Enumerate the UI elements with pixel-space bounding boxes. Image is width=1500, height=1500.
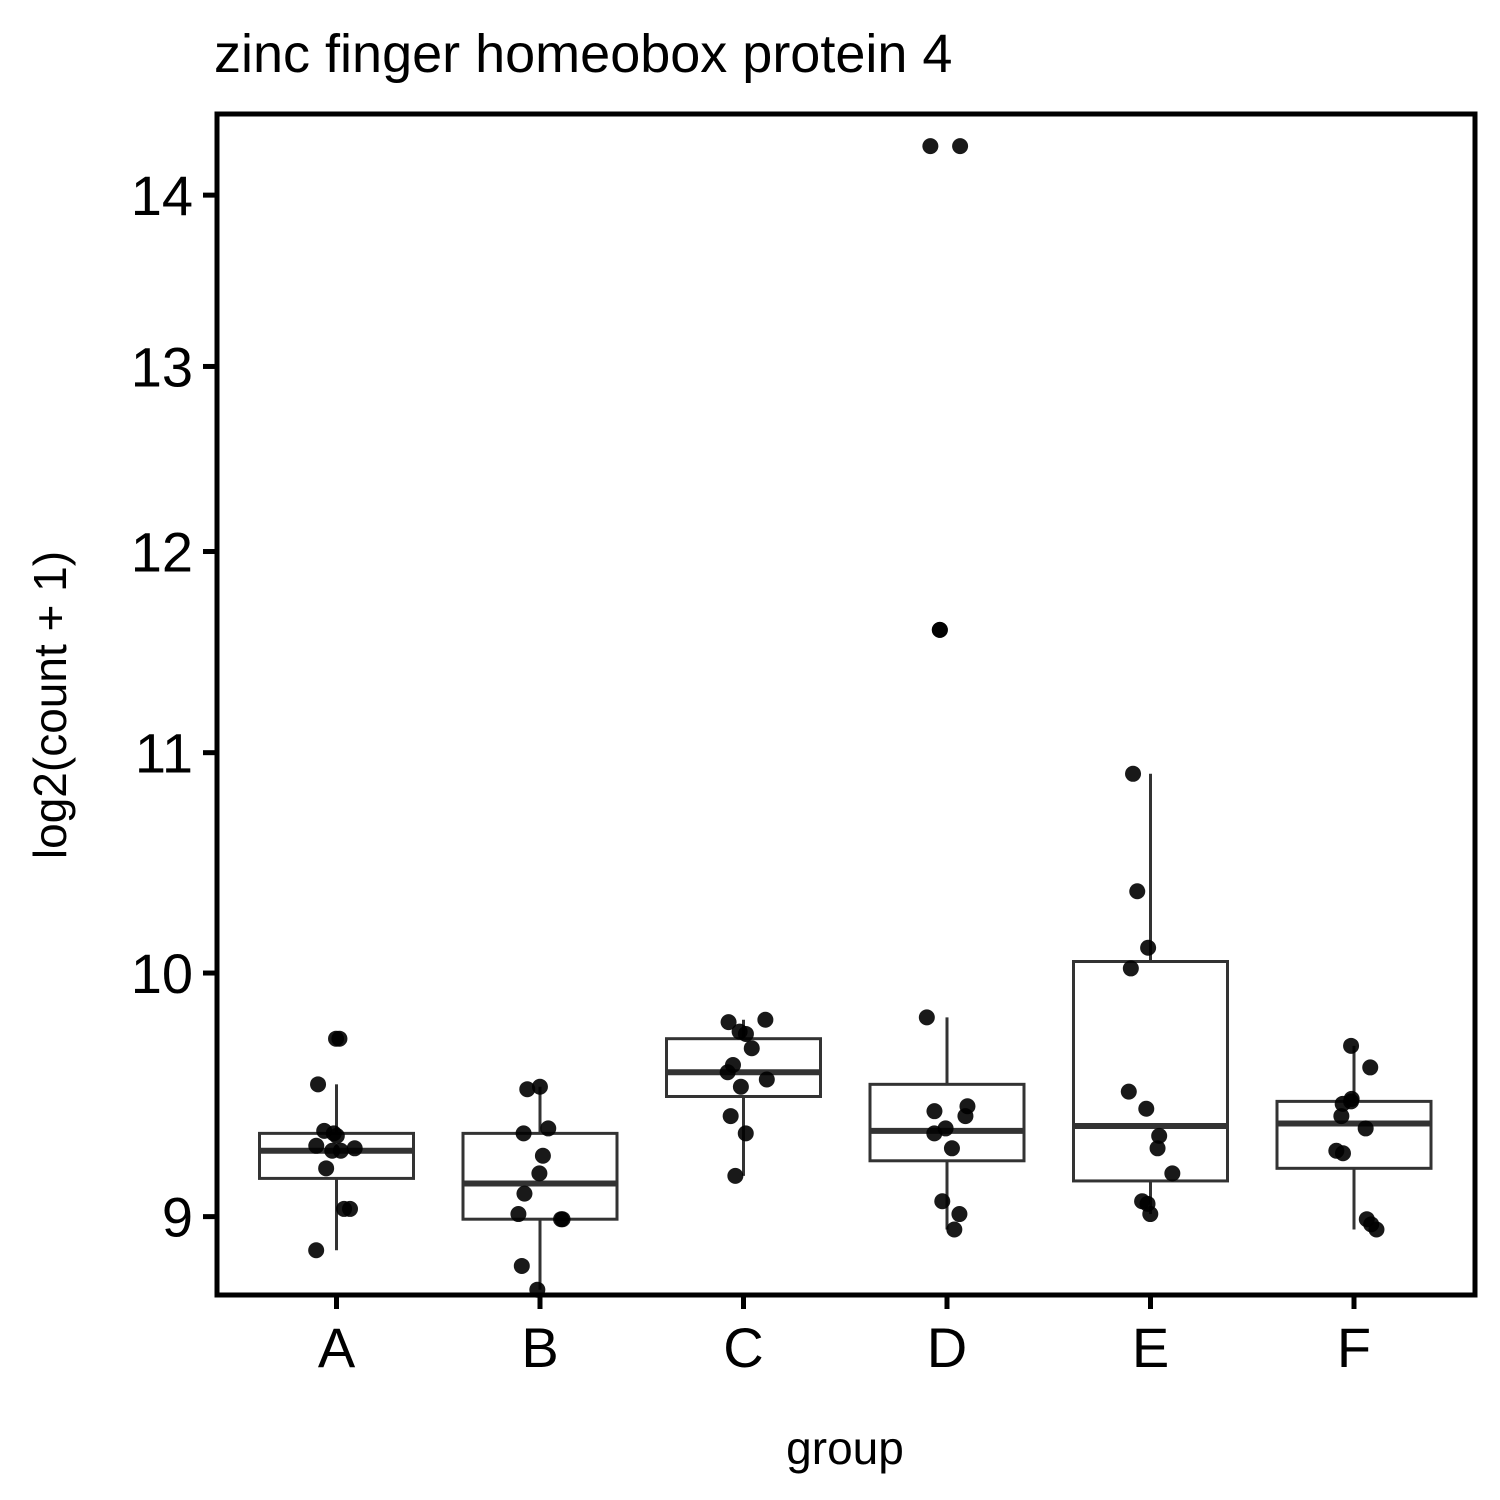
data-point (310, 1076, 327, 1093)
data-point (1120, 1083, 1137, 1100)
data-point (308, 1242, 325, 1259)
x-tick-label: C (723, 1316, 763, 1379)
data-point (926, 1125, 943, 1142)
data-point (1149, 1140, 1166, 1157)
box-group-b (461, 1086, 619, 1290)
data-point (1333, 1108, 1350, 1125)
data-point (1343, 1037, 1360, 1054)
data-point (1362, 1059, 1379, 1076)
data-point (346, 1140, 363, 1157)
x-tick-label: D (927, 1316, 967, 1379)
iqr-box (1275, 1099, 1433, 1170)
y-tick-label: 12 (131, 521, 193, 584)
data-point (1122, 960, 1139, 977)
data-point (1138, 1100, 1155, 1117)
data-point (922, 138, 939, 155)
data-point (720, 1014, 737, 1031)
data-point (719, 1064, 736, 1081)
points-group-c (719, 1011, 775, 1184)
panel-border (214, 111, 1478, 1298)
data-point (1151, 1127, 1168, 1144)
data-point (554, 1211, 571, 1228)
data-point (308, 1137, 325, 1154)
y-tick-label: 9 (162, 1186, 193, 1249)
data-point (732, 1078, 749, 1095)
data-point (1368, 1221, 1385, 1238)
data-point (516, 1185, 533, 1202)
data-point (934, 1193, 951, 1210)
data-point (722, 1108, 739, 1125)
data-point (737, 1025, 754, 1042)
data-point (951, 1206, 968, 1223)
data-point (531, 1078, 548, 1095)
data-point (1357, 1120, 1374, 1137)
data-point (926, 1103, 943, 1120)
data-point (757, 1011, 774, 1028)
x-axis-title: group (786, 1422, 904, 1474)
data-point (336, 1200, 353, 1217)
points-group-f (1328, 1037, 1385, 1238)
x-tick-label: E (1132, 1316, 1169, 1379)
data-point (318, 1160, 335, 1177)
iqr-box (461, 1131, 619, 1221)
box-group-a (258, 1084, 415, 1251)
data-point (531, 1165, 548, 1182)
plot-area (258, 138, 1433, 1298)
data-point (1142, 1206, 1159, 1223)
points-group-b (510, 1078, 571, 1298)
data-point (918, 1009, 935, 1026)
data-point (743, 1040, 760, 1057)
data-point (519, 1081, 536, 1098)
data-point (727, 1167, 744, 1184)
data-point (1140, 939, 1157, 956)
points-group-e (1120, 765, 1181, 1223)
data-point (931, 621, 948, 638)
data-point (1125, 765, 1142, 782)
box-group-c (665, 1019, 822, 1176)
data-point (513, 1257, 530, 1274)
data-point (328, 1127, 345, 1144)
x-tick-label: B (521, 1316, 558, 1379)
data-point (510, 1206, 527, 1223)
data-point (540, 1120, 557, 1137)
box-group-e (1072, 773, 1229, 1215)
points-group-a (308, 1030, 363, 1259)
data-point (1334, 1095, 1351, 1112)
data-point (324, 1142, 341, 1159)
data-point (515, 1125, 532, 1142)
data-point (758, 1071, 775, 1088)
x-tick-label: A (318, 1316, 356, 1379)
y-axis-title: log2(count + 1) (24, 551, 76, 859)
points-group-d (918, 138, 976, 1238)
x-tick-label: F (1337, 1316, 1371, 1379)
y-tick-label: 13 (131, 335, 193, 398)
data-point (1334, 1145, 1351, 1162)
iqr-box (1072, 960, 1229, 1183)
y-tick-label: 11 (135, 722, 193, 785)
data-point (952, 138, 969, 155)
y-tick-label: 10 (131, 942, 193, 1005)
data-point (943, 1140, 960, 1157)
box-group-f (1275, 1045, 1433, 1230)
data-point (1164, 1165, 1181, 1182)
data-point (946, 1221, 963, 1238)
chart-title: zinc finger homeobox protein 4 (214, 24, 952, 84)
data-point (737, 1125, 754, 1142)
data-point (957, 1108, 974, 1125)
axes: 9 10 11 12 13 14 A B C D E F (131, 164, 1371, 1379)
y-tick-label: 14 (131, 164, 193, 227)
data-point (331, 1030, 348, 1047)
data-point (534, 1147, 551, 1164)
data-point (1129, 883, 1146, 900)
